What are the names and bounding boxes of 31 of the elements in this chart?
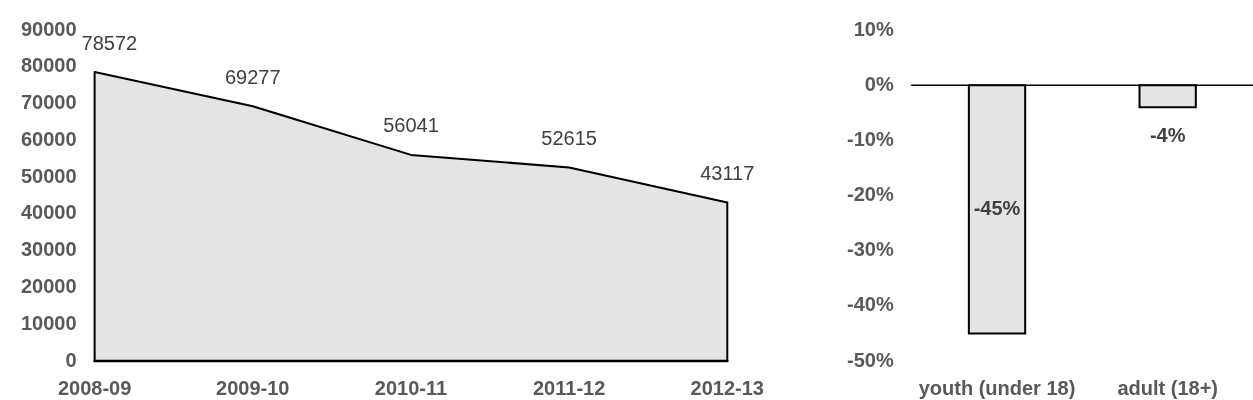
- y-tick-label: 0: [65, 348, 77, 371]
- data-label: 52615: [541, 127, 597, 150]
- y-tick-label: 30000: [20, 238, 77, 261]
- y-tick-label: 0%: [864, 72, 894, 95]
- y-tick-label: 20000: [20, 274, 77, 297]
- data-label: 56041: [383, 114, 439, 137]
- x-tick-label: 2012-13: [690, 376, 764, 399]
- y-tick-label: 10%: [853, 17, 894, 40]
- y-tick-label: -30%: [846, 238, 894, 261]
- y-tick-label: -40%: [846, 293, 894, 316]
- x-tick-label: 2010-11: [374, 376, 448, 399]
- y-tick-label: 10000: [20, 311, 77, 334]
- y-tick-label: 60000: [20, 127, 77, 150]
- x-tick-label: youth (under 18): [918, 376, 1076, 399]
- y-tick-label: 80000: [20, 54, 77, 77]
- data-label: 43117: [700, 161, 755, 184]
- y-tick-label: 50000: [20, 164, 77, 187]
- x-tick-label: adult (18+): [1117, 376, 1218, 399]
- y-tick-label: -20%: [846, 183, 894, 206]
- data-label: 69277: [224, 65, 281, 88]
- data-label: -45%: [973, 196, 1021, 219]
- y-tick-label: -10%: [846, 127, 894, 150]
- data-label: 78572: [81, 31, 138, 54]
- y-tick-label: 70000: [20, 91, 77, 114]
- y-tick-label: 40000: [20, 201, 77, 224]
- x-tick-label: 2009-10: [216, 376, 290, 399]
- y-tick-label: 90000: [20, 17, 77, 40]
- x-tick-label: 2008-09: [57, 376, 132, 399]
- data-label: -4%: [1149, 123, 1186, 146]
- y-tick-label: -50%: [846, 348, 894, 371]
- x-tick-label: 2011-12: [532, 376, 606, 399]
